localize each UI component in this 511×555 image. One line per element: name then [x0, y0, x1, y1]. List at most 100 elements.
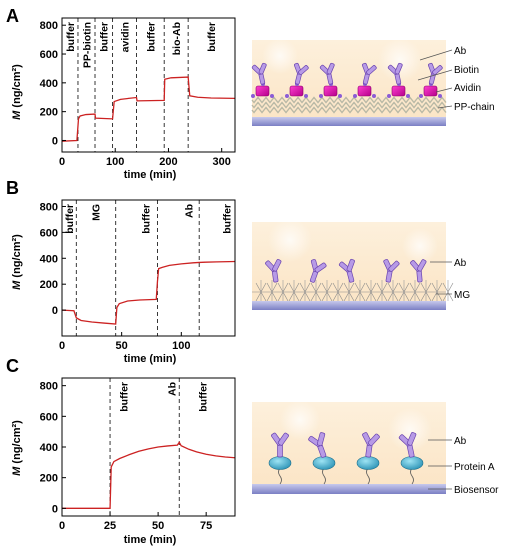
antibody-arm [258, 62, 267, 75]
series-line-a [61, 76, 236, 142]
label-ab-a: Ab [419, 46, 467, 61]
antibody-icon [428, 62, 443, 85]
y-tick-label-c: 600 [40, 411, 58, 423]
y-axis-unit-b: (ng/cm²) [11, 234, 23, 281]
label-mg: MG [436, 290, 470, 301]
x-tick-label-b: 0 [59, 340, 65, 352]
phase-label-a: bio-Ab [171, 22, 183, 55]
chart-panel-a: A M (ng/cm²) time (min) 0 200 400 600 800 0 10… [6, 6, 236, 181]
label-text: Ab [454, 46, 467, 57]
phase-label-b: buffer [222, 204, 234, 234]
antibody-arm [326, 62, 335, 75]
y-tick-label-b: 200 [40, 279, 58, 291]
phase-label-b: MG [90, 204, 102, 221]
biotin-dot [304, 94, 308, 98]
panel-letter-c: C [6, 356, 19, 376]
chart-panel-b: B M (ng/cm²) time (min) 0 200 400 600 800 0 50… [6, 178, 236, 365]
y-tick-label-b: 800 [40, 201, 58, 213]
plot-frame-a [61, 17, 236, 153]
linker-squiggle [322, 467, 326, 485]
illustration-a: Ab Biotin Avidin PP-chain [251, 38, 495, 126]
phase-label-c: buffer [197, 382, 209, 412]
avidin-block [357, 85, 372, 97]
phase-label-a: avidin [119, 22, 131, 52]
linker-squiggle [366, 467, 370, 485]
avidin-block [423, 85, 438, 97]
antibody-arm [388, 260, 400, 272]
label-text: Avidin [454, 83, 481, 94]
phase-label-a: buffer [145, 22, 157, 52]
antibody-icon [398, 432, 417, 458]
pp-chain-strand [251, 96, 447, 104]
y-tick-label-a: 400 [40, 78, 58, 90]
mg-mesh-layer [252, 280, 454, 302]
antibody-arm [416, 259, 427, 272]
x-tick-label-c: 75 [200, 520, 212, 532]
illustration-a-bokeh [262, 38, 298, 74]
panel-letter-b: B [6, 178, 19, 198]
leader-line [417, 69, 453, 81]
x-tick-label-a: 0 [59, 156, 65, 168]
substrate-b [252, 301, 446, 310]
x-tick-label-c: 25 [104, 520, 116, 532]
antibody-arm [277, 432, 289, 446]
illustration-c-bokeh [388, 408, 432, 452]
chart-panel-c: C M (ng/cm²) time (min) 0 200 400 600 800 0 25… [6, 356, 236, 546]
y-axis-label-a: M (ng/cm²) [11, 64, 23, 120]
label-text: PP-chain [454, 102, 495, 113]
antibody-icon [319, 62, 335, 85]
avidin-block [289, 85, 304, 97]
x-tick-label-c: 50 [152, 520, 164, 532]
antibody-arm [314, 262, 327, 273]
label-ab-b: Ab [430, 258, 467, 269]
biotin-dot [251, 94, 255, 98]
y-tick-label-b: 0 [52, 305, 58, 317]
protein-a-ellipse [356, 456, 380, 470]
phase-label-a: buffer [206, 22, 218, 52]
linker-squiggle [410, 467, 414, 485]
y-tick-label-a: 0 [52, 135, 58, 147]
biotin-dot [387, 94, 391, 98]
label-text: Ab [454, 436, 467, 447]
avidin-block [255, 85, 270, 97]
phase-label-b: Ab [183, 204, 195, 218]
x-tick-label-b: 50 [116, 340, 128, 352]
y-tick-label-a: 600 [40, 49, 58, 61]
antibody-arm [346, 258, 355, 272]
biotin-dot [438, 94, 442, 98]
y-tick-label-c: 400 [40, 442, 58, 454]
antibody-icon [387, 62, 403, 85]
illustration-b-bokeh [268, 218, 312, 262]
x-tick-label-b: 100 [172, 340, 190, 352]
y-tick-label-a: 800 [40, 20, 58, 32]
protein-a-antibody-layer [268, 432, 424, 485]
antibody-icon [383, 259, 400, 283]
antibody-arm [366, 65, 377, 75]
biotin-dot [319, 94, 323, 98]
y-axis-symbol-b: M [11, 280, 23, 290]
substrate-a [252, 117, 446, 126]
y-tick-label-b: 600 [40, 227, 58, 239]
antibody-arm [316, 432, 326, 447]
x-axis-label-c: time (min) [124, 534, 177, 546]
pp-chain-strand [251, 101, 447, 109]
y-axis-symbol-a: M [11, 110, 23, 120]
biotin-dot [338, 94, 342, 98]
antibody-arm [272, 259, 282, 272]
antibody-arm [432, 65, 443, 75]
y-axis-unit-a: (ng/cm²) [11, 64, 23, 111]
x-axis-label-b: time (min) [124, 353, 177, 365]
y-tick-label-c: 800 [40, 381, 58, 393]
y-tick-label-c: 200 [40, 473, 58, 485]
x-tick-label-a: 300 [213, 156, 231, 168]
panel-letter-a: A [6, 6, 19, 26]
antibody-icon [251, 62, 267, 85]
biotin-dot [270, 94, 274, 98]
biotin-dot [285, 94, 289, 98]
antibody-icon [271, 432, 289, 458]
substrate-c [252, 484, 446, 494]
phase-label-a: buffer [65, 22, 77, 52]
label-text: MG [454, 290, 470, 301]
antibody-fc [277, 443, 283, 458]
